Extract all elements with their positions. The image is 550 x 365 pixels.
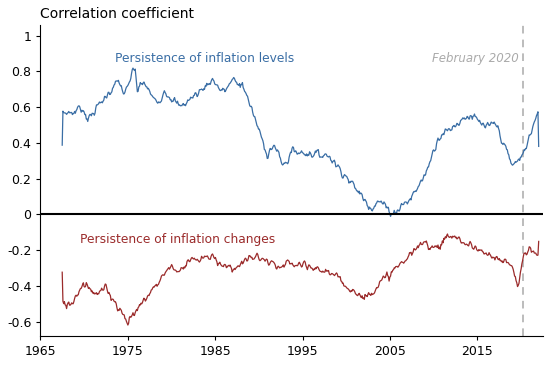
Text: Correlation coefficient: Correlation coefficient [40, 7, 194, 21]
Text: February 2020: February 2020 [432, 52, 518, 65]
Text: Persistence of inflation changes: Persistence of inflation changes [80, 233, 275, 246]
Text: Persistence of inflation levels: Persistence of inflation levels [114, 52, 294, 65]
